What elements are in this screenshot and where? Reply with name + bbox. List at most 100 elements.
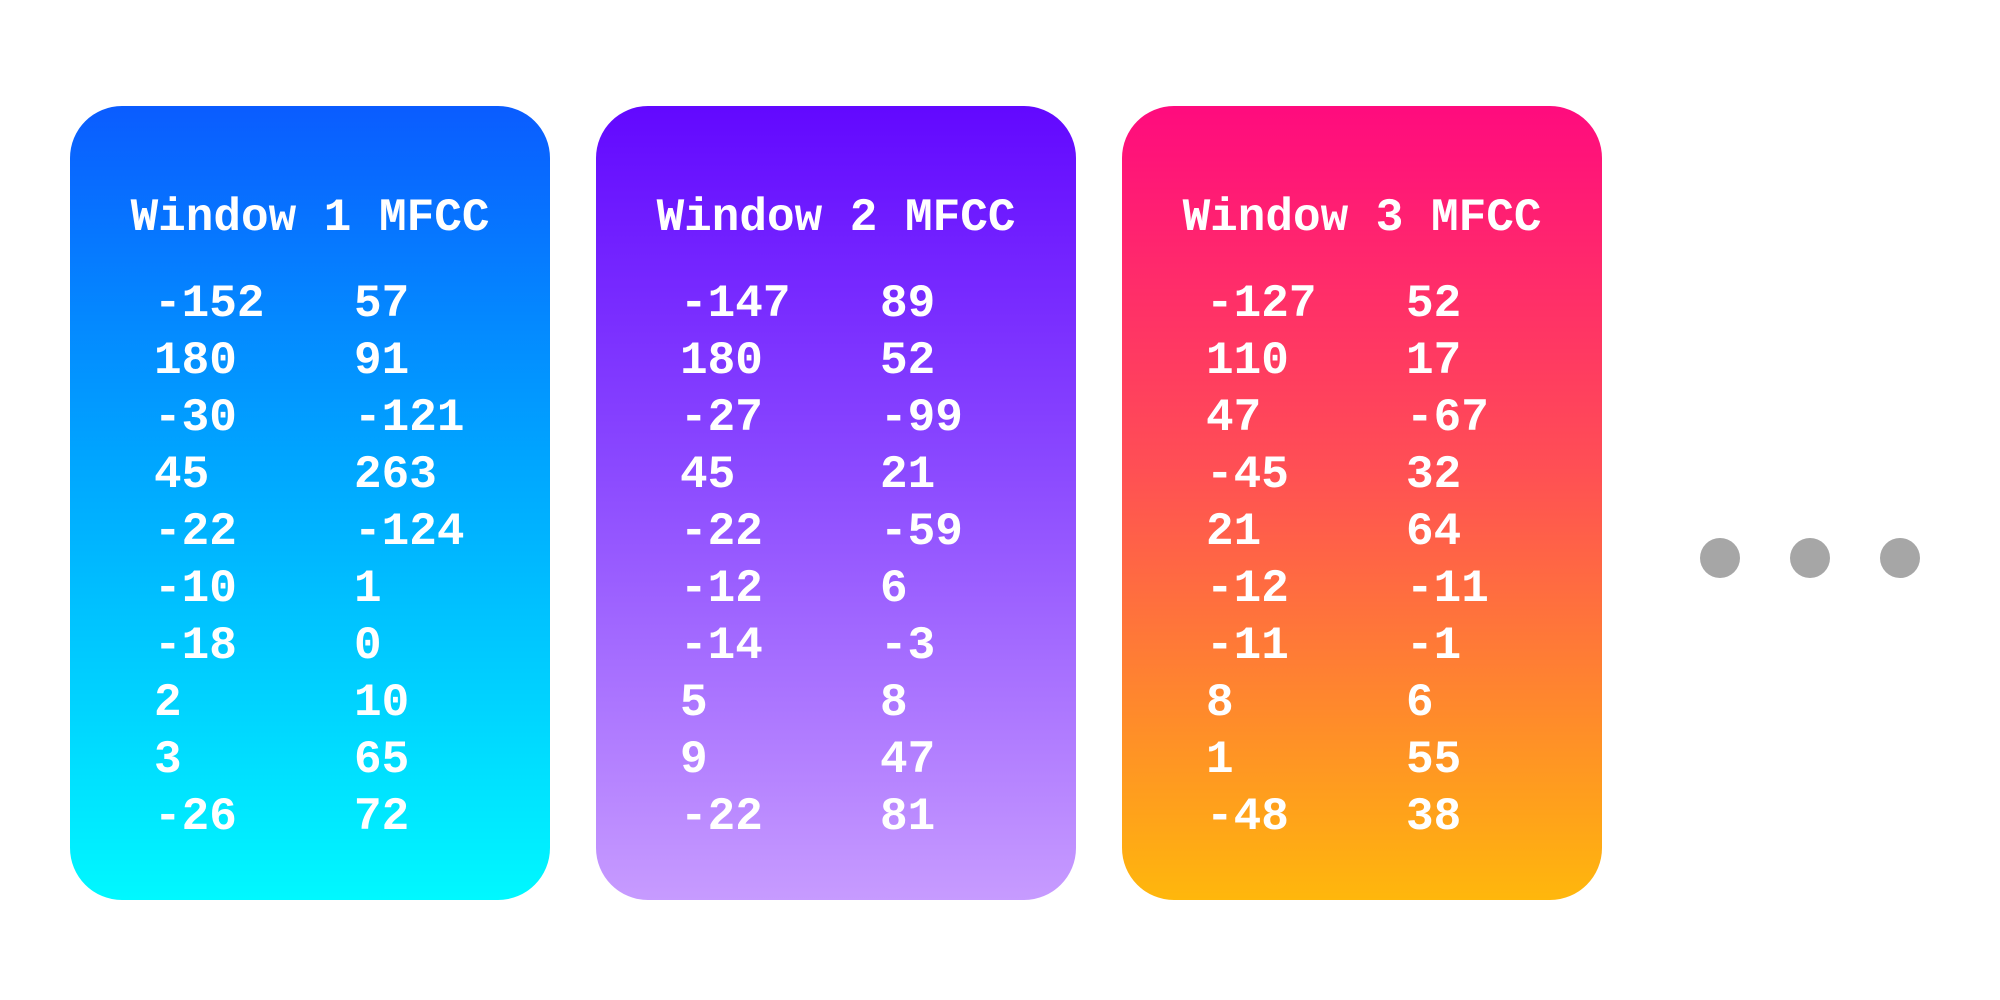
card-title: Window 3 MFCC (1182, 192, 1542, 244)
value-cell: 45 (154, 449, 210, 501)
value-row: 180 52 (596, 333, 1076, 390)
value-cell: -12 (680, 563, 763, 615)
value-cell: -10 (154, 563, 237, 615)
value-cell: 2 (154, 677, 182, 729)
value-cell: 64 (1406, 506, 1462, 558)
value-cell: 5 (680, 677, 708, 729)
value-cell: -45 (1206, 449, 1289, 501)
window-1-card: Window 1 MFCC -152 57 180 91 -30 -121 45 263… (70, 106, 550, 900)
value-cell: 17 (1406, 335, 1462, 387)
value-cell: -26 (154, 791, 237, 843)
window-3-card: Window 3 MFCC -127 52 110 17 47 -67 -45 32 2… (1122, 106, 1602, 900)
card-title: Window 1 MFCC (130, 192, 490, 244)
value-row: -27 -99 (596, 390, 1076, 447)
value-cell: -14 (680, 620, 763, 672)
dot-icon (1790, 538, 1830, 578)
value-row: -45 32 (1122, 447, 1602, 504)
value-row: -127 52 (1122, 276, 1602, 333)
value-cell: 3 (154, 734, 182, 786)
value-cell: 47 (1206, 392, 1262, 444)
value-row: -10 1 (70, 561, 550, 618)
value-row: -22 81 (596, 789, 1076, 846)
value-row: -26 72 (70, 789, 550, 846)
value-cell: 52 (880, 335, 936, 387)
value-cell: 47 (880, 734, 936, 786)
value-cell: 10 (354, 677, 410, 729)
value-cell: 6 (1406, 677, 1434, 729)
value-cell: -22 (154, 506, 237, 558)
value-cell: -11 (1206, 620, 1289, 672)
value-cell: 91 (354, 335, 410, 387)
value-cell: 8 (880, 677, 908, 729)
value-cell: 38 (1406, 791, 1462, 843)
value-cell: 8 (1206, 677, 1234, 729)
value-cell: 57 (354, 278, 410, 330)
value-row: 180 91 (70, 333, 550, 390)
value-row: 47 -67 (1122, 390, 1602, 447)
value-cell: 263 (354, 449, 437, 501)
value-cell: -147 (680, 278, 791, 330)
value-cell: -22 (680, 791, 763, 843)
value-row: -18 0 (70, 618, 550, 675)
value-row: 45 21 (596, 447, 1076, 504)
value-row: -152 57 (70, 276, 550, 333)
value-cell: 180 (680, 335, 763, 387)
value-cell: 180 (154, 335, 237, 387)
value-row: -48 38 (1122, 789, 1602, 846)
value-row: 110 17 (1122, 333, 1602, 390)
value-cell: -3 (880, 620, 936, 672)
dot-icon (1700, 538, 1740, 578)
value-row: -12 -11 (1122, 561, 1602, 618)
value-cell: 0 (354, 620, 382, 672)
value-cell: -121 (354, 392, 465, 444)
value-cell: 110 (1206, 335, 1289, 387)
value-cell: 55 (1406, 734, 1462, 786)
value-cell: 32 (1406, 449, 1462, 501)
value-row: -12 6 (596, 561, 1076, 618)
value-table: -147 89 180 52 -27 -99 45 21 -22 -59 -12 6 -14… (596, 276, 1076, 856)
value-cell: -124 (354, 506, 465, 558)
value-cell: 21 (880, 449, 936, 501)
value-cell: -12 (1206, 563, 1289, 615)
value-row: 1 55 (1122, 732, 1602, 789)
value-cell: -48 (1206, 791, 1289, 843)
value-cell: 81 (880, 791, 936, 843)
value-cell: -1 (1406, 620, 1462, 672)
value-cell: -59 (880, 506, 963, 558)
value-row: -11 -1 (1122, 618, 1602, 675)
value-row: -22 -59 (596, 504, 1076, 561)
value-cell: 1 (354, 563, 382, 615)
value-row: 3 65 (70, 732, 550, 789)
value-row: -30 -121 (70, 390, 550, 447)
value-row: -14 -3 (596, 618, 1076, 675)
value-cell: 65 (354, 734, 410, 786)
value-cell: 9 (680, 734, 708, 786)
value-row: 9 47 (596, 732, 1076, 789)
value-cell: 89 (880, 278, 936, 330)
value-table: -152 57 180 91 -30 -121 45 263 -22 -124 -10 1 … (70, 276, 550, 856)
value-row: 2 10 (70, 675, 550, 732)
value-cell: -11 (1406, 563, 1489, 615)
value-cell: -22 (680, 506, 763, 558)
card-title: Window 2 MFCC (656, 192, 1016, 244)
value-table: -127 52 110 17 47 -67 -45 32 21 64 -12 -11 -11… (1122, 276, 1602, 856)
value-cell: -67 (1406, 392, 1489, 444)
value-cell: 72 (354, 791, 410, 843)
value-cell: -18 (154, 620, 237, 672)
value-cell: 1 (1206, 734, 1234, 786)
value-cell: -127 (1206, 278, 1317, 330)
window-2-card: Window 2 MFCC -147 89 180 52 -27 -99 45 21 -… (596, 106, 1076, 900)
value-row: -22 -124 (70, 504, 550, 561)
value-cell: -30 (154, 392, 237, 444)
value-cell: -152 (154, 278, 265, 330)
value-cell: 52 (1406, 278, 1462, 330)
value-row: 21 64 (1122, 504, 1602, 561)
ellipsis-icon (1690, 538, 1950, 582)
value-row: 45 263 (70, 447, 550, 504)
value-cell: -99 (880, 392, 963, 444)
dot-icon (1880, 538, 1920, 578)
value-cell: 21 (1206, 506, 1262, 558)
